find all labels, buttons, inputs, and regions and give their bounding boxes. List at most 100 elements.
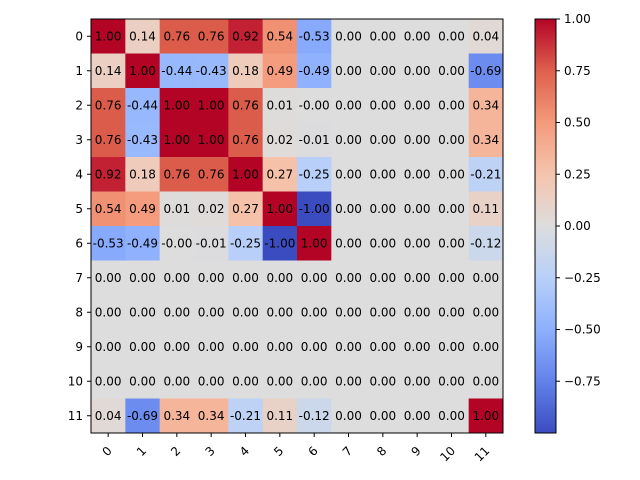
cell-value-label-r7-c6: 0.00: [301, 271, 328, 285]
heatmap-cell-r1-c5: [262, 53, 298, 89]
heatmap-cell-r8-c8: [365, 295, 401, 330]
cell-value-label-r6-c8: 0.00: [369, 236, 396, 250]
cell-value-label-r11-c0: 0.04: [95, 409, 122, 423]
heatmap-cell-r6-c5: [262, 226, 298, 261]
heatmap-cell-r11-c9: [400, 398, 435, 434]
heatmap-cell-labels: 1.00 0.14 0.76 0.76 0.92 0.54 -0.53 0.00 0.00 0.0…: [93, 29, 502, 423]
cell-value-label-r10-c1: 0.00: [129, 374, 156, 388]
heatmap-cell-r11-c5: [262, 398, 298, 434]
heatmap-cell-r0-c4: [228, 19, 263, 54]
y-tick-label-8: 8: [75, 305, 83, 319]
heatmap-cell-r3-c11: [468, 122, 504, 158]
heatmap-cell-r0-c1: [125, 19, 160, 54]
cell-value-label-r3-c7: 0.00: [335, 133, 362, 147]
heatmap-cell-r8-c6: [297, 295, 332, 330]
cell-value-label-r8-c6: 0.00: [301, 305, 328, 319]
heatmap-cell-r11-c11: [468, 398, 504, 434]
heatmap-cell-r6-c11: [468, 226, 504, 261]
heatmap-cell-r3-c2: [159, 122, 195, 158]
heatmap-cell-r4-c6: [297, 157, 332, 192]
cell-value-label-r9-c9: 0.00: [404, 340, 431, 354]
cell-value-label-r1-c11: -0.69: [470, 64, 501, 78]
cell-value-label-r7-c1: 0.00: [129, 271, 156, 285]
cell-value-label-r8-c7: 0.00: [335, 305, 362, 319]
cell-value-label-r11-c7: 0.00: [335, 409, 362, 423]
heatmap-cell-r10-c11: [468, 364, 504, 399]
cell-value-label-r9-c3: 0.00: [198, 340, 225, 354]
heatmap-cell-r9-c0: [91, 329, 126, 365]
cell-value-label-r1-c2: -0.44: [161, 64, 192, 78]
cell-value-label-r6-c4: -0.25: [230, 236, 261, 250]
y-tick-label-3: 3: [75, 133, 83, 147]
cell-value-label-r1-c7: 0.00: [335, 64, 362, 78]
cell-value-label-r5-c2: 0.01: [163, 202, 190, 216]
cell-value-label-r8-c8: 0.00: [369, 305, 396, 319]
heatmap-cell-r5-c7: [331, 191, 366, 227]
heatmap-cell-r4-c5: [262, 157, 298, 192]
cell-value-label-r3-c9: 0.00: [404, 133, 431, 147]
cell-value-label-r4-c0: 0.92: [95, 167, 122, 181]
cell-value-label-r6-c10: 0.00: [438, 236, 465, 250]
heatmap-cell-r8-c7: [331, 295, 366, 330]
colorbar-tick-label-7: −0.75: [564, 374, 601, 388]
heatmap-cell-r8-c3: [194, 295, 229, 330]
heatmap-cell-r11-c2: [159, 398, 195, 434]
cell-value-label-r3-c5: 0.02: [266, 133, 293, 147]
cell-value-label-r11-c2: 0.34: [163, 409, 190, 423]
cell-value-label-r4-c10: 0.00: [438, 167, 465, 181]
heatmap-cell-r1-c9: [400, 53, 435, 89]
heatmap-cell-r4-c11: [468, 157, 504, 192]
y-tick-label-11: 11: [68, 409, 83, 423]
cell-value-label-r7-c8: 0.00: [369, 271, 396, 285]
x-tick-label-4: 4: [237, 444, 252, 459]
heatmap-cell-r1-c1: [125, 53, 160, 89]
cell-value-label-r7-c0: 0.00: [95, 271, 122, 285]
x-tick-label-10: 10: [437, 444, 458, 465]
heatmap-cell-r0-c5: [262, 19, 298, 54]
cell-value-label-r8-c1: 0.00: [129, 305, 156, 319]
cell-value-label-r10-c8: 0.00: [369, 374, 396, 388]
y-tick-label-0: 0: [75, 29, 83, 43]
heatmap-cell-r10-c8: [365, 364, 401, 399]
x-tick-label-0: 0: [99, 444, 114, 459]
cell-value-label-r7-c4: 0.00: [232, 271, 259, 285]
colorbar-tick-label-2: 0.50: [564, 116, 591, 130]
heatmap-cell-r3-c7: [331, 122, 366, 158]
cell-value-label-r3-c3: 1.00: [198, 133, 225, 147]
heatmap-cell-r3-c0: [91, 122, 126, 158]
cell-value-label-r6-c5: -1.00: [264, 236, 295, 250]
heatmap-cell-r7-c9: [400, 260, 435, 296]
colorbar-tick-label-6: −0.50: [564, 323, 601, 337]
heatmap-cell-r7-c0: [91, 260, 126, 296]
cell-value-label-r7-c3: 0.00: [198, 271, 225, 285]
cell-value-label-r4-c3: 0.76: [198, 167, 225, 181]
x-tick-label-3: 3: [202, 444, 217, 459]
cell-value-label-r6-c9: 0.00: [404, 236, 431, 250]
cell-value-label-r4-c11: -0.21: [470, 167, 501, 181]
cell-value-label-r8-c0: 0.00: [95, 305, 122, 319]
heatmap-cell-r11-c3: [194, 398, 229, 434]
cell-value-label-r0-c9: 0.00: [404, 29, 431, 43]
cell-value-label-r3-c11: 0.34: [472, 133, 499, 147]
heatmap-cell-r3-c8: [365, 122, 401, 158]
heatmap-cell-r4-c10: [434, 157, 469, 192]
cell-value-label-r3-c8: 0.00: [369, 133, 396, 147]
cell-value-label-r7-c11: 0.00: [472, 271, 499, 285]
y-tick-label-7: 7: [75, 271, 83, 285]
colorbar-tick-label-0: 1.00: [564, 12, 591, 26]
cell-value-label-r5-c5: 1.00: [266, 202, 293, 216]
cell-value-label-r3-c4: 0.76: [232, 133, 259, 147]
x-tick-label-11: 11: [472, 444, 493, 465]
cell-value-label-r8-c4: 0.00: [232, 305, 259, 319]
heatmap-cell-r9-c4: [228, 329, 263, 365]
cell-value-label-r2-c7: 0.00: [335, 98, 362, 112]
heatmap-cell-r7-c11: [468, 260, 504, 296]
cell-value-label-r7-c10: 0.00: [438, 271, 465, 285]
heatmap-cell-r1-c11: [468, 53, 504, 89]
x-axis: 0 1 2 3 4 5 6 7 8 9 10 11: [99, 433, 492, 464]
cell-value-label-r9-c5: 0.00: [266, 340, 293, 354]
heatmap-cell-r2-c2: [159, 88, 195, 123]
heatmap-cell-r6-c9: [400, 226, 435, 261]
cell-value-label-r1-c0: 0.14: [95, 64, 122, 78]
heatmap-cell-r1-c4: [228, 53, 263, 89]
